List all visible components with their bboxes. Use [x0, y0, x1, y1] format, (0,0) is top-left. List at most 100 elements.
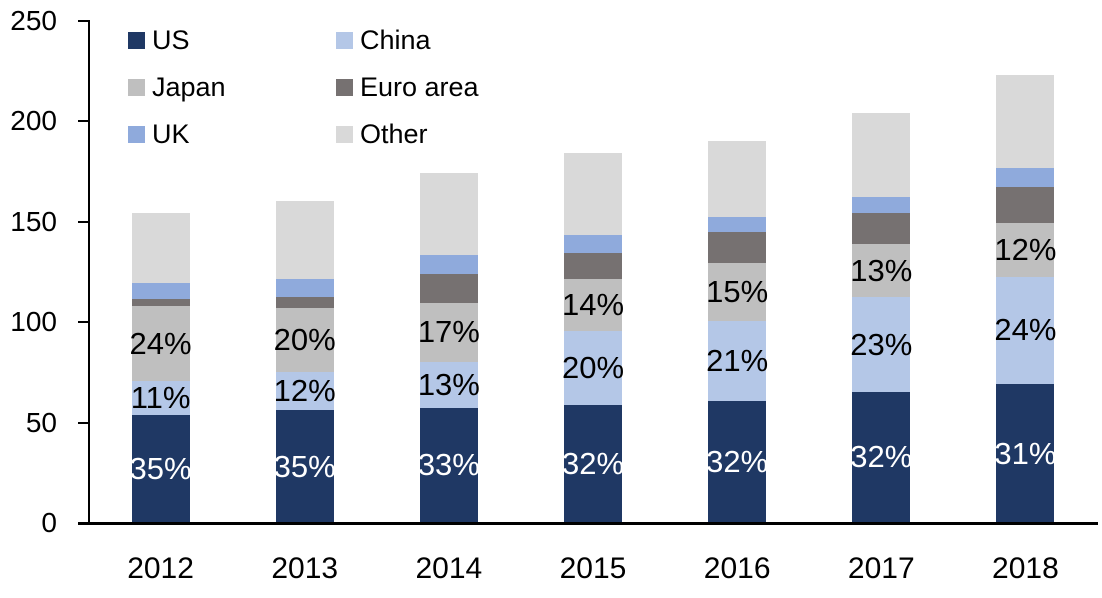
data-label-us-2016: 32% — [706, 443, 769, 479]
data-label-china-2013: 12% — [273, 373, 336, 409]
bar-segment-china-2017 — [852, 297, 911, 392]
y-axis-label-100: 100 — [10, 306, 57, 337]
data-label-japan-2018: 12% — [994, 231, 1057, 267]
y-axis-tick-250 — [77, 19, 88, 22]
data-label-china-2016: 21% — [706, 342, 769, 378]
y-axis-tick-50 — [77, 421, 88, 424]
bar-segment-euro-area-2017 — [852, 213, 911, 245]
data-label-china-2014: 13% — [417, 366, 480, 402]
data-label-us-2017: 32% — [850, 439, 913, 475]
data-label-china-2012: 11% — [130, 379, 191, 415]
bar-segment-china-2014 — [419, 362, 478, 408]
data-label-china-2017: 23% — [850, 326, 913, 362]
legend-swatch-other-icon — [336, 125, 353, 143]
data-label-china-2018: 24% — [994, 312, 1057, 348]
data-label-us-2015: 32% — [561, 445, 625, 481]
bar-segment-other-2013 — [275, 201, 334, 279]
bar-segment-japan-2012 — [131, 306, 190, 381]
bar-segment-us-2014 — [419, 407, 478, 523]
legend-swatch-euro-area-icon — [336, 78, 353, 96]
bar-segment-euro-area-2012 — [131, 299, 190, 307]
bar-segment-us-2016 — [708, 400, 767, 523]
data-label-us-2013: 35% — [273, 448, 336, 484]
y-axis-label-250: 250 — [10, 4, 57, 36]
bar-segment-euro-area-2013 — [275, 297, 334, 308]
y-axis-label-200: 200 — [10, 105, 57, 136]
legend-item-china: China — [336, 26, 479, 54]
bar-segment-uk-2015 — [564, 235, 622, 254]
bar-segment-japan-2018 — [996, 222, 1055, 277]
bar-segment-japan-2015 — [564, 278, 622, 331]
y-axis-label-0: 0 — [41, 507, 57, 538]
bar-segment-china-2015 — [564, 330, 622, 405]
legend-label-other: Other — [360, 119, 428, 149]
legend-item-uk: UK — [128, 120, 336, 148]
x-axis-label-2018: 2018 — [992, 552, 1059, 585]
y-axis-tick-150 — [77, 220, 88, 223]
legend-item-japan: Japan — [128, 73, 336, 101]
bar-segment-other-2012 — [131, 213, 190, 284]
bar-segment-japan-2013 — [275, 307, 334, 372]
bar-segment-japan-2014 — [419, 302, 478, 363]
legend-item-us: US — [128, 26, 336, 54]
y-axis-line — [87, 20, 90, 525]
legend-swatch-china-icon — [336, 31, 353, 49]
legend-label-china: China — [360, 25, 431, 55]
legend-item-euro-area: Euro area — [336, 73, 479, 101]
bar-segment-us-2012 — [131, 414, 190, 523]
x-axis-label-2016: 2016 — [703, 552, 771, 585]
bar-segment-uk-2018 — [996, 167, 1055, 187]
x-axis-label-2017: 2017 — [847, 552, 915, 585]
bar-segment-other-2017 — [852, 112, 911, 197]
data-label-us-2012: 35% — [129, 450, 192, 486]
bar-segment-us-2018 — [996, 384, 1055, 523]
data-label-japan-2014: 17% — [417, 314, 480, 350]
bar-segment-us-2017 — [852, 391, 911, 523]
data-label-japan-2017: 13% — [850, 252, 913, 288]
bar-segment-uk-2016 — [708, 216, 767, 233]
bar-segment-other-2018 — [996, 74, 1055, 168]
bar-segment-euro-area-2015 — [564, 253, 622, 279]
bar-segment-china-2012 — [131, 380, 190, 415]
bar-segment-uk-2012 — [131, 283, 190, 300]
bar-segment-china-2016 — [708, 320, 767, 401]
bar-segment-other-2014 — [419, 173, 478, 256]
data-label-japan-2013: 20% — [273, 321, 336, 357]
bar-segment-euro-area-2018 — [996, 186, 1055, 223]
bar-segment-us-2015 — [564, 404, 622, 523]
data-label-us-2014: 33% — [417, 447, 480, 483]
y-axis-label-50: 50 — [25, 406, 57, 438]
legend-label-us: US — [152, 25, 190, 55]
data-label-japan-2012: 24% — [129, 325, 192, 361]
x-axis-label-2014: 2014 — [415, 552, 483, 585]
legend: US China Japan Euro area UK Other — [128, 26, 479, 148]
legend-label-euro-area: Euro area — [360, 72, 479, 102]
bar-segment-china-2013 — [275, 371, 334, 411]
bar-segment-other-2016 — [708, 141, 767, 217]
bar-segment-euro-area-2016 — [708, 232, 767, 264]
legend-swatch-japan-icon — [128, 78, 145, 96]
x-axis-label-2015: 2015 — [559, 552, 627, 585]
legend-swatch-us-icon — [128, 31, 145, 49]
bar-segment-uk-2013 — [275, 278, 334, 298]
bar-segment-euro-area-2014 — [419, 274, 478, 303]
y-axis-tick-100 — [77, 321, 88, 323]
legend-swatch-uk-icon — [128, 125, 145, 143]
data-label-us-2018: 31% — [994, 435, 1057, 471]
bar-segment-us-2013 — [275, 410, 334, 523]
y-axis-tick-200 — [77, 120, 88, 122]
x-axis-label-2013: 2013 — [271, 552, 339, 585]
bar-segment-uk-2014 — [419, 255, 478, 275]
x-axis-label-2012: 2012 — [127, 552, 194, 585]
data-label-japan-2016: 15% — [706, 273, 769, 309]
bar-segment-uk-2017 — [852, 196, 911, 214]
data-label-china-2015: 20% — [561, 349, 625, 385]
bar-segment-japan-2017 — [852, 244, 911, 298]
legend-label-japan: Japan — [152, 72, 226, 102]
legend-item-other: Other — [336, 120, 479, 148]
bar-segment-japan-2016 — [708, 263, 767, 321]
x-axis-line — [77, 521, 1098, 525]
bar-segment-china-2018 — [996, 276, 1055, 385]
